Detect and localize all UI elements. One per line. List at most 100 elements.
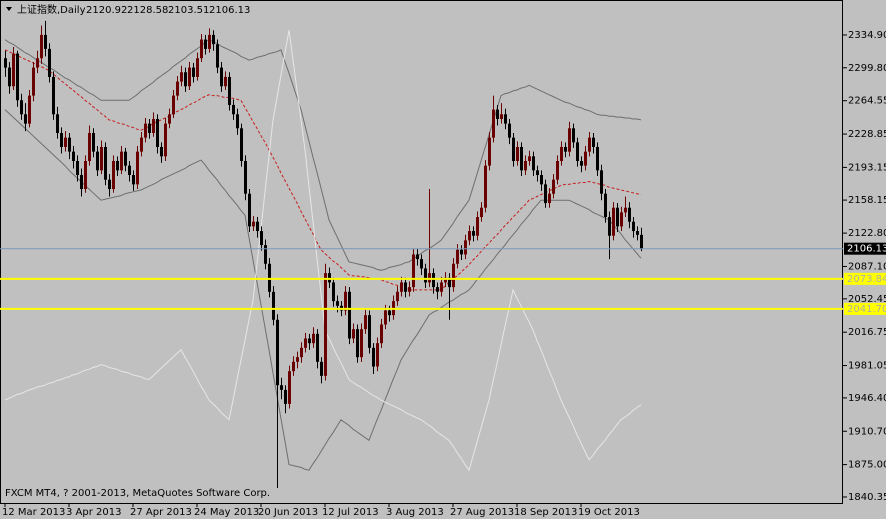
candle-body xyxy=(12,53,15,87)
candle-body xyxy=(80,175,83,190)
candle-body xyxy=(60,132,63,147)
candle-body xyxy=(164,123,167,157)
candle-body xyxy=(92,132,95,152)
candle-body xyxy=(52,76,55,115)
candle-body xyxy=(432,273,435,288)
candle-body xyxy=(288,371,291,404)
candle-body xyxy=(252,221,255,227)
candle-body xyxy=(536,170,539,176)
candle-body xyxy=(468,231,471,241)
candle-body xyxy=(248,193,251,227)
candle-body xyxy=(44,34,47,49)
candle-body xyxy=(348,291,351,339)
candle-body xyxy=(388,310,391,316)
candle-body xyxy=(396,291,399,302)
candle-body xyxy=(448,277,451,288)
candle-body xyxy=(312,333,315,344)
candle-body xyxy=(628,207,631,222)
level-label-box xyxy=(844,302,886,315)
candle-body xyxy=(152,118,155,133)
y-tick-label: 1910.70 xyxy=(848,426,886,437)
candle-body xyxy=(232,104,235,115)
candle-body xyxy=(548,193,551,204)
candle-body xyxy=(280,385,283,390)
candle-body xyxy=(196,58,199,77)
candle-body xyxy=(96,151,99,171)
candle-body xyxy=(244,160,247,194)
candle-body xyxy=(132,175,135,185)
candle-body xyxy=(36,58,39,68)
level-label: 2073.84 xyxy=(847,274,886,285)
candle-body xyxy=(488,137,491,166)
candle-body xyxy=(116,160,119,171)
x-tick-label: 3 Aug 2013 xyxy=(386,507,444,518)
candle-body xyxy=(376,343,379,367)
menu-arrow[interactable] xyxy=(6,7,12,11)
candle-body xyxy=(508,123,511,138)
candle-body xyxy=(436,287,439,292)
candle-body xyxy=(356,329,359,358)
candle-body xyxy=(532,156,535,171)
candle-body xyxy=(84,160,87,190)
level-label-box xyxy=(844,272,886,285)
x-tick-label: 27 Apr 2013 xyxy=(130,507,192,518)
candle-body xyxy=(220,67,223,87)
candle-body xyxy=(556,160,559,180)
candle-body xyxy=(216,44,219,68)
candle-body xyxy=(172,95,175,115)
candle-body xyxy=(560,146,563,161)
candle-body xyxy=(168,114,171,124)
x-tick-label: 18 Sep 2013 xyxy=(514,507,577,518)
candle-body xyxy=(476,217,479,236)
candle-body xyxy=(412,254,415,288)
candle-body xyxy=(544,184,547,204)
candle-body xyxy=(200,39,203,59)
candle-body xyxy=(452,263,455,288)
candle-body xyxy=(576,142,579,161)
candle-body xyxy=(320,361,323,376)
candle-body xyxy=(108,179,111,190)
candle-body xyxy=(328,273,331,283)
x-tick-label: 12 Jul 2013 xyxy=(322,507,379,518)
y-tick-label: 2264.55 xyxy=(848,96,886,107)
candle-body xyxy=(520,146,523,171)
candle-body xyxy=(580,160,583,166)
candle-body xyxy=(364,315,367,330)
candle-body xyxy=(40,34,43,59)
y-tick-label: 2193.15 xyxy=(848,162,886,173)
x-tick-label: 27 Aug 2013 xyxy=(450,507,514,518)
price-label-box xyxy=(844,242,886,255)
candle-body xyxy=(472,231,475,236)
candle-body xyxy=(112,160,115,190)
candle-body xyxy=(616,207,619,227)
candle-body xyxy=(372,347,375,367)
candle-body xyxy=(460,249,463,255)
candle-body xyxy=(584,151,587,166)
candle-body xyxy=(504,114,507,124)
candle-body xyxy=(208,34,211,49)
candle-body xyxy=(20,100,23,115)
indicator-line xyxy=(4,109,642,471)
y-tick-label: 2299.80 xyxy=(848,63,886,74)
candle-body xyxy=(136,151,139,185)
candle-body xyxy=(140,137,143,152)
indicator-line xyxy=(4,30,642,472)
candle-body xyxy=(632,221,635,232)
candle-body xyxy=(64,137,67,147)
candle-body xyxy=(56,114,59,133)
candle-body xyxy=(204,39,207,49)
candle-body xyxy=(604,193,607,218)
candle-body xyxy=(380,324,383,344)
candle-body xyxy=(332,282,335,302)
candle-body xyxy=(308,338,311,344)
x-tick-label: 3 Apr 2013 xyxy=(66,507,121,518)
candle-body xyxy=(268,263,271,292)
candle-body xyxy=(284,389,287,404)
price-label: 2106.13 xyxy=(847,244,886,255)
candle-body xyxy=(276,319,279,386)
candle-body xyxy=(608,217,611,236)
candle-body xyxy=(596,146,599,171)
level-label: 2041.70 xyxy=(847,304,886,315)
